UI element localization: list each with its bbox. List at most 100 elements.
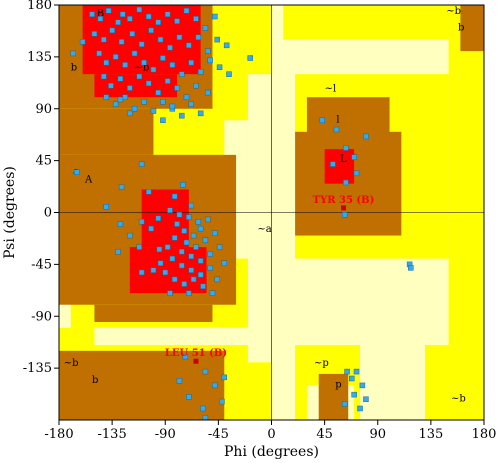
residue-point [343, 145, 349, 151]
residue-point [197, 225, 204, 232]
region-label: ~b [135, 63, 150, 74]
residue-point [179, 71, 185, 77]
residue-point [171, 235, 178, 241]
residue-point [353, 368, 360, 375]
residue-point [169, 103, 176, 110]
region-2-3 [271, 131, 284, 351]
residue-point [103, 94, 109, 100]
x-tick-label: 45 [316, 427, 333, 442]
region-4-1 [94, 74, 178, 98]
residue-point [122, 94, 128, 100]
residue-point [105, 8, 112, 14]
residue-point [167, 44, 173, 51]
residue-point [180, 182, 186, 188]
residue-point [216, 64, 223, 70]
residue-point [214, 36, 220, 43]
residue-point [141, 99, 147, 105]
residue-point [349, 375, 355, 382]
residue-point [164, 11, 171, 17]
residue-point [117, 76, 124, 82]
residue-point [343, 179, 349, 186]
residue-point [197, 110, 204, 117]
residue-point [96, 50, 102, 57]
region-label: l [336, 115, 339, 126]
residue-point [179, 112, 185, 119]
region-label: b [71, 63, 77, 74]
region-labels: BbAa~a~b~bb~llL~bb~pp~b [64, 6, 466, 404]
residue-point [363, 133, 369, 140]
residue-point [333, 126, 340, 133]
zero-lines [59, 5, 484, 420]
region-label: ~p [314, 358, 329, 369]
residue-point [117, 96, 124, 103]
y-tick-label: 0 [44, 206, 52, 221]
residue-point [183, 94, 190, 100]
x-tick-label: -135 [98, 427, 127, 442]
residue-point [112, 101, 119, 107]
residue-point [157, 36, 164, 43]
residue-point [212, 230, 218, 236]
residue-point [171, 276, 178, 283]
residue-point [129, 31, 135, 37]
residue-point [183, 8, 190, 14]
outlier-label: TYR 35 (B) [313, 195, 375, 206]
residue-point [157, 260, 164, 266]
outlier-point [341, 205, 347, 211]
region-label: ~l [325, 83, 337, 94]
residue-point [138, 218, 145, 225]
residue-point [197, 69, 204, 75]
residue-point [221, 260, 228, 266]
residue-point [181, 281, 187, 287]
residue-point [160, 117, 166, 124]
residue-point [179, 248, 185, 255]
residue-point [202, 25, 209, 31]
outlier-point [193, 358, 199, 364]
residue-point [171, 193, 178, 200]
y-axis-ticks: 180 135 90 45 0 -45 -90 -135 [23, 0, 59, 376]
residue-point [197, 272, 204, 278]
residue-point [115, 19, 121, 26]
outlier-label: LEU 51 (B) [165, 348, 227, 359]
y-tick-label: 180 [27, 0, 52, 13]
residue-point [145, 189, 152, 195]
residue-point [155, 215, 161, 222]
residue-point [176, 378, 183, 384]
residue-point [167, 290, 173, 296]
residue-point [200, 283, 206, 290]
residue-point [202, 414, 209, 421]
residue-point [160, 55, 166, 61]
residue-point [186, 214, 192, 220]
residue-point [214, 276, 220, 283]
residue-point [190, 276, 197, 283]
residue-point [118, 184, 125, 190]
residue-point [70, 50, 76, 57]
residue-point [205, 48, 211, 54]
region-label: ~b [451, 394, 466, 405]
x-tick-label: -180 [44, 427, 73, 442]
residue-point [179, 262, 185, 269]
residue-point [357, 405, 363, 412]
residue-point [160, 99, 166, 105]
residue-point [108, 82, 114, 89]
region-3-4 [59, 350, 225, 420]
residue-point [141, 59, 147, 66]
x-tick-label: 0 [267, 427, 275, 442]
residue-point [127, 16, 133, 22]
residue-point [247, 55, 253, 61]
residue-point [188, 101, 194, 107]
y-axis-title: Psi (degrees) [2, 166, 18, 259]
residue-point [341, 401, 348, 407]
residue-point [195, 218, 202, 225]
residue-point [202, 237, 209, 243]
residue-point [138, 269, 145, 276]
residue-point [131, 50, 138, 57]
residue-point [162, 269, 168, 276]
residue-point [174, 221, 180, 227]
x-tick-label: 90 [369, 427, 386, 442]
x-tick-label: -45 [208, 427, 229, 442]
residue-point [155, 19, 161, 26]
residue-point [183, 239, 190, 246]
y-tick-label: 90 [35, 102, 52, 117]
residue-point [97, 16, 104, 22]
